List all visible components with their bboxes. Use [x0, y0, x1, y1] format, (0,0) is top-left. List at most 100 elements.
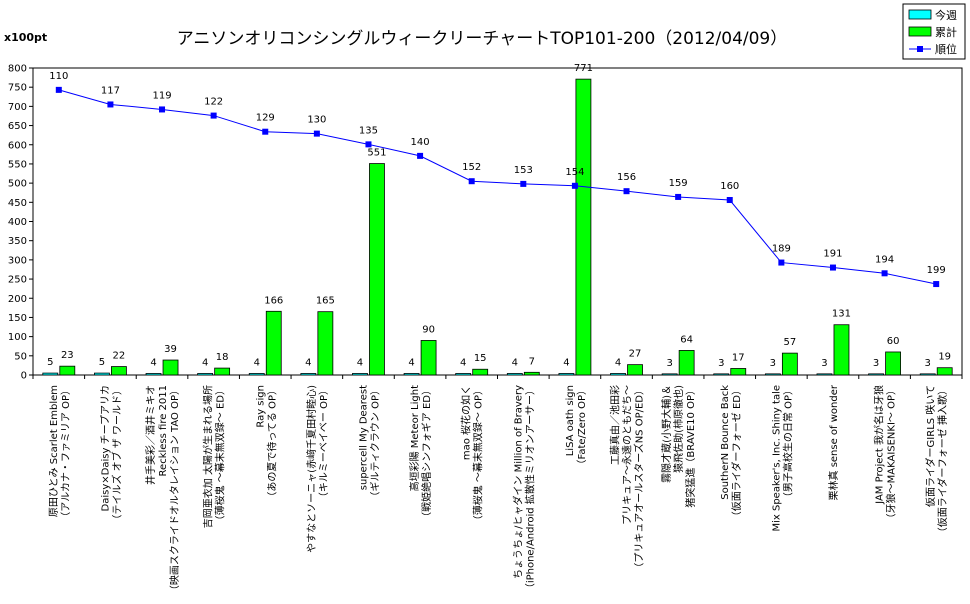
y-tick-label: 750 — [8, 83, 27, 94]
rank-marker — [313, 130, 320, 137]
x-category-label: Daisy×Daisy チープアリカ （テイルズ オブ ザ ワールド） — [99, 385, 123, 525]
x-category-label-line: Reckless fire 2011 — [158, 385, 169, 476]
x-category-label-line: （プリキュアオールスターズNS OP/ED） — [633, 385, 646, 573]
total-data-label: 166 — [264, 295, 283, 306]
total-bar — [781, 352, 798, 376]
total-data-label: 17 — [732, 352, 745, 363]
y-tick-label: 450 — [8, 198, 27, 209]
y-tick-label: 100 — [8, 332, 27, 343]
rank-data-label: 140 — [411, 137, 430, 148]
total-bar — [420, 340, 437, 376]
rank-data-label: 194 — [875, 254, 894, 265]
total-data-label: 15 — [474, 353, 487, 364]
x-category-label-line: LiSA oath sign — [565, 385, 576, 456]
legend-total-label: 累計 — [935, 25, 957, 39]
total-bar — [523, 371, 540, 376]
rank-marker — [107, 101, 114, 108]
rank-data-label: 129 — [256, 113, 275, 124]
rank-data-label: 110 — [49, 71, 68, 82]
total-data-label: 131 — [832, 309, 851, 320]
rank-marker — [726, 197, 733, 204]
total-bar — [59, 365, 76, 376]
total-bar — [214, 367, 231, 376]
weekly-bar — [764, 373, 781, 376]
rank-line — [58, 89, 937, 285]
weekly-data-label: 3 — [821, 358, 827, 369]
y-tick-label: 0 — [21, 371, 27, 382]
total-data-label: 60 — [887, 336, 900, 347]
y-tick-label: 700 — [8, 102, 27, 113]
total-data-label: 19 — [938, 352, 951, 363]
x-category-label-line: 仮面ライダーGIRLS 咲いて — [924, 385, 937, 507]
total-data-label: 57 — [783, 337, 796, 348]
total-data-label: 7 — [529, 356, 535, 367]
weekly-data-label: 5 — [47, 357, 53, 368]
x-category-label-line: （薄桜鬼 ～幕末無双録～ OP） — [472, 385, 485, 525]
x-category-label-line: SoutherN Bounce Back — [720, 385, 731, 500]
weekly-bar — [919, 373, 936, 376]
rank-data-label: 153 — [514, 165, 533, 176]
total-bar — [472, 368, 489, 376]
plot-area: 0 50 100 150 200 250 300 350 400 450 500 550 600 650 7… — [8, 63, 963, 595]
rank-data-label: 160 — [720, 181, 739, 192]
weekly-data-label: 4 — [254, 357, 260, 368]
rank-marker — [365, 141, 372, 148]
x-category-label-line: Daisy×Daisy チープアリカ — [99, 385, 111, 511]
total-bar — [885, 351, 901, 376]
total-data-label: 165 — [316, 296, 335, 307]
weekly-bar — [713, 373, 730, 376]
rank-data-label: 154 — [565, 167, 584, 178]
plot-frame — [32, 67, 963, 376]
x-category-label-line: 猿飛佐助(柿原徹也) — [672, 385, 685, 473]
x-category-label: LiSA oath sign （Fate/Zero OP） — [565, 385, 588, 470]
rank-data-label: 119 — [152, 90, 171, 101]
rank-marker — [159, 106, 166, 113]
x-category-label: 高垣彩陽 Meteor Light （戦姫絶唱シンフォギア ED） — [408, 385, 433, 522]
x-category-label: 栗林真 sense of wonder — [827, 384, 840, 500]
weekly-data-label: 3 — [770, 358, 776, 369]
total-bar — [265, 310, 282, 376]
weekly-bar — [558, 373, 575, 376]
legend-rank-label: 順位 — [935, 42, 957, 56]
x-category-label-line: 栗林真 sense of wonder — [827, 384, 840, 500]
total-bar — [730, 368, 747, 376]
y-axis-unit: x100pt — [4, 31, 47, 44]
weekly-data-label: 4 — [563, 357, 569, 368]
total-bar — [936, 367, 953, 376]
x-category-label: SoutherN Bounce Back （仮面ライダーフォーゼ ED） — [720, 385, 743, 521]
weekly-data-label: 3 — [666, 358, 672, 369]
rank-marker — [262, 128, 269, 135]
rank-marker — [829, 264, 836, 271]
x-category-label: ちょうちょ/ヒャダイン Million of Bravery （iPhone/An… — [511, 385, 536, 593]
y-tick-label: 800 — [8, 64, 27, 75]
total-data-label: 18 — [216, 352, 229, 363]
weekly-data-label: 3 — [925, 358, 931, 369]
x-category-label-line: （iPhone/Android 拡散性ミリオンアーサー） — [523, 385, 536, 593]
weekly-bar — [868, 373, 884, 376]
x-category-label-line: （キルミーベイベー OP） — [318, 385, 330, 502]
y-tick-label: 500 — [8, 179, 27, 190]
weekly-data-label: 4 — [202, 357, 208, 368]
x-category-label: JAM Project 我が名は牙狼 （牙狼～MAKAISENKI～ OP） — [873, 385, 898, 523]
x-category-label: 原田ひとみ Scarlet Emblem （アルカナ・ファミリア OP） — [48, 385, 72, 522]
legend-total-swatch — [908, 26, 932, 37]
x-category-label-line: プリキュア～永遠のともだち～ — [621, 385, 634, 525]
rank-marker — [933, 281, 940, 288]
x-category-label-line: supercell My Dearest — [358, 385, 369, 490]
total-bar — [162, 359, 179, 376]
rank-data-label: 189 — [772, 244, 791, 255]
x-category-label-line: 工藤真由／池田彩 — [609, 385, 622, 465]
x-category-label-line: （戦姫絶唱シンフォギア ED） — [420, 385, 433, 522]
legend-weekly-swatch — [908, 9, 932, 20]
x-category-label-line: （牙狼～MAKAISENKI～ OP） — [885, 385, 898, 523]
weekly-bar — [248, 373, 265, 376]
y-tick-label: 300 — [8, 255, 27, 266]
x-category-label-line: 井手美彩／酒井ミキオ — [144, 385, 157, 485]
x-category-label-line: （仮面ライダーフォーゼ ED） — [730, 385, 743, 521]
weekly-data-label: 3 — [718, 358, 724, 369]
x-category-label-line: Mix Speaker's, Inc. Shiny tale — [771, 385, 782, 532]
weekly-bar — [610, 373, 626, 376]
y-tick-label: 150 — [8, 313, 27, 324]
x-category-label-line: （Fate/Zero OP） — [576, 385, 588, 470]
